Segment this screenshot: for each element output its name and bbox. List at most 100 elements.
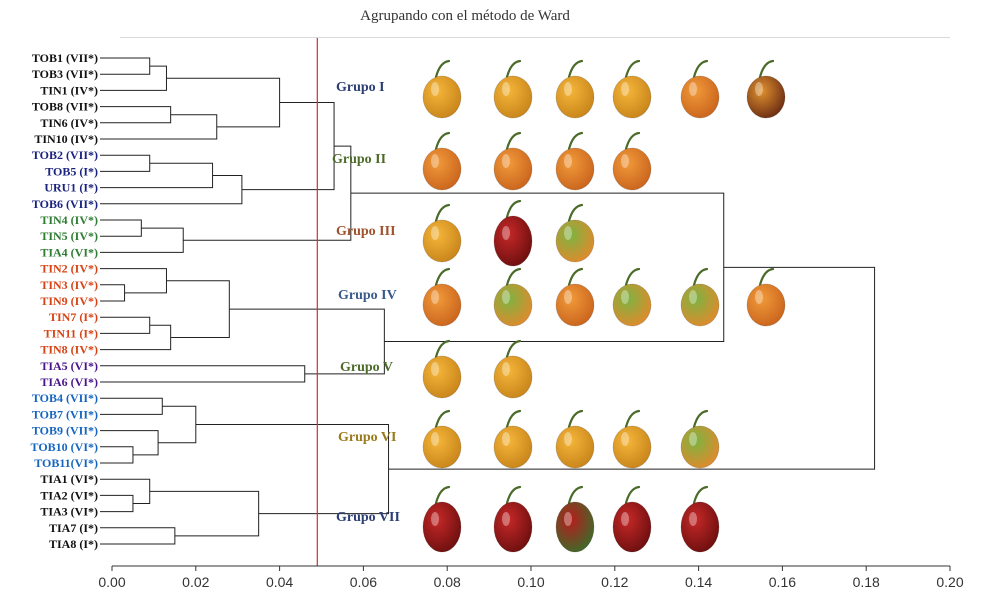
leaf-label: TIA8 (I*) — [49, 537, 98, 551]
pepper-stem — [505, 409, 522, 429]
pepper-image — [680, 283, 720, 327]
pepper-image — [555, 147, 595, 191]
leaf-label: TIA5 (VI*) — [40, 359, 98, 373]
x-tick-label: 0.08 — [434, 574, 461, 590]
dendrogram-link — [100, 114, 218, 140]
pepper-highlight — [689, 512, 697, 526]
dendrogram-link — [100, 154, 151, 172]
pepper-stem — [624, 267, 641, 287]
pepper-image — [746, 283, 786, 327]
pepper-highlight — [431, 432, 439, 446]
pepper-image — [612, 501, 652, 553]
pepper-stem — [434, 339, 451, 359]
group-label: Grupo II — [332, 152, 386, 167]
pepper-stem — [434, 267, 451, 287]
pepper-highlight — [621, 512, 629, 526]
leaf-label: TIN7 (I*) — [49, 310, 98, 324]
pepper-image — [493, 147, 533, 191]
leaf-label: TIN6 (IV*) — [40, 116, 98, 130]
pepper-image — [680, 75, 720, 119]
group-label: Grupo I — [336, 80, 385, 95]
pepper-image — [493, 215, 533, 267]
pepper-image — [493, 425, 533, 469]
leaf-label: TOB10 (VI*) — [31, 440, 98, 454]
group-label: Grupo V — [340, 360, 393, 375]
pepper-highlight — [689, 290, 697, 304]
pepper-highlight — [431, 154, 439, 168]
pepper-highlight — [621, 154, 629, 168]
pepper-image — [612, 147, 652, 191]
group-label: Grupo VI — [338, 430, 396, 445]
dendrogram-link — [100, 446, 134, 464]
leaf-label: URU1 (I*) — [44, 181, 98, 195]
x-tick-label: 0.12 — [601, 574, 628, 590]
leaf-label: TIA3 (VI*) — [40, 505, 98, 519]
pepper-highlight — [755, 82, 763, 96]
pepper-highlight — [502, 154, 510, 168]
dendrogram-link — [100, 162, 214, 189]
dendrogram-link — [149, 490, 260, 537]
leaf-label: TIN4 (IV*) — [40, 213, 98, 227]
pepper-stem — [567, 267, 584, 287]
dendrogram-link — [100, 494, 134, 513]
pepper-image — [680, 501, 720, 553]
pepper-highlight — [431, 82, 439, 96]
pepper-highlight — [564, 432, 572, 446]
dendrogram-link — [100, 527, 176, 545]
pepper-stem — [434, 409, 451, 429]
pepper-highlight — [621, 82, 629, 96]
x-tick-label: 0.04 — [266, 574, 293, 590]
x-tick-label: 0.16 — [769, 574, 796, 590]
leaf-label: TIN5 (IV*) — [40, 229, 98, 243]
pepper-image — [555, 425, 595, 469]
dendrogram-link — [166, 77, 281, 128]
pepper-image — [493, 501, 533, 553]
pepper-highlight — [621, 432, 629, 446]
leaf-label: TIN9 (IV*) — [40, 294, 98, 308]
pepper-highlight — [431, 512, 439, 526]
leaf-label: TIN1 (IV*) — [40, 83, 98, 97]
pepper-highlight — [502, 432, 510, 446]
pepper-stem — [692, 267, 709, 287]
pepper-highlight — [564, 82, 572, 96]
leaf-label: TIN8 (IV*) — [40, 343, 98, 357]
pepper-stem — [624, 59, 641, 79]
leaf-label: TOB6 (VII*) — [32, 197, 98, 211]
pepper-stem — [567, 409, 584, 429]
leaf-label: TIN2 (IV*) — [40, 262, 98, 276]
leaf-label: TOB1 (VII*) — [32, 51, 98, 65]
dendrogram-link — [388, 266, 876, 470]
pepper-highlight — [755, 290, 763, 304]
dendrogram-link — [241, 102, 335, 191]
pepper-image — [422, 501, 462, 553]
dendrogram-link — [100, 57, 151, 75]
pepper-stem — [567, 485, 584, 505]
leaf-label: TOB2 (VII*) — [32, 148, 98, 162]
dendrogram-link — [158, 405, 197, 444]
pepper-highlight — [502, 290, 510, 304]
leaf-label: TOB11(VI*) — [34, 456, 98, 470]
pepper-image — [493, 75, 533, 119]
leaf-label: TIA4 (VI*) — [40, 245, 98, 259]
dendrogram-link — [100, 365, 306, 383]
x-tick-label: 0.20 — [936, 574, 963, 590]
pepper-stem — [567, 203, 584, 223]
x-tick-label: 0.02 — [182, 574, 209, 590]
x-tick-label: 0.14 — [685, 574, 712, 590]
pepper-highlight — [564, 512, 572, 526]
dendrogram-link — [100, 268, 167, 294]
pepper-stem — [758, 267, 775, 287]
pepper-stem — [758, 59, 775, 79]
pepper-stem — [505, 339, 522, 359]
pepper-highlight — [502, 512, 510, 526]
leaf-label: TIN11 (I*) — [44, 326, 98, 340]
pepper-stem — [434, 203, 451, 223]
dendrogram-link — [350, 192, 725, 342]
pepper-stem — [624, 409, 641, 429]
pepper-image — [422, 425, 462, 469]
dendrogram-link — [100, 397, 163, 415]
pepper-stem — [434, 131, 451, 151]
pepper-highlight — [621, 290, 629, 304]
